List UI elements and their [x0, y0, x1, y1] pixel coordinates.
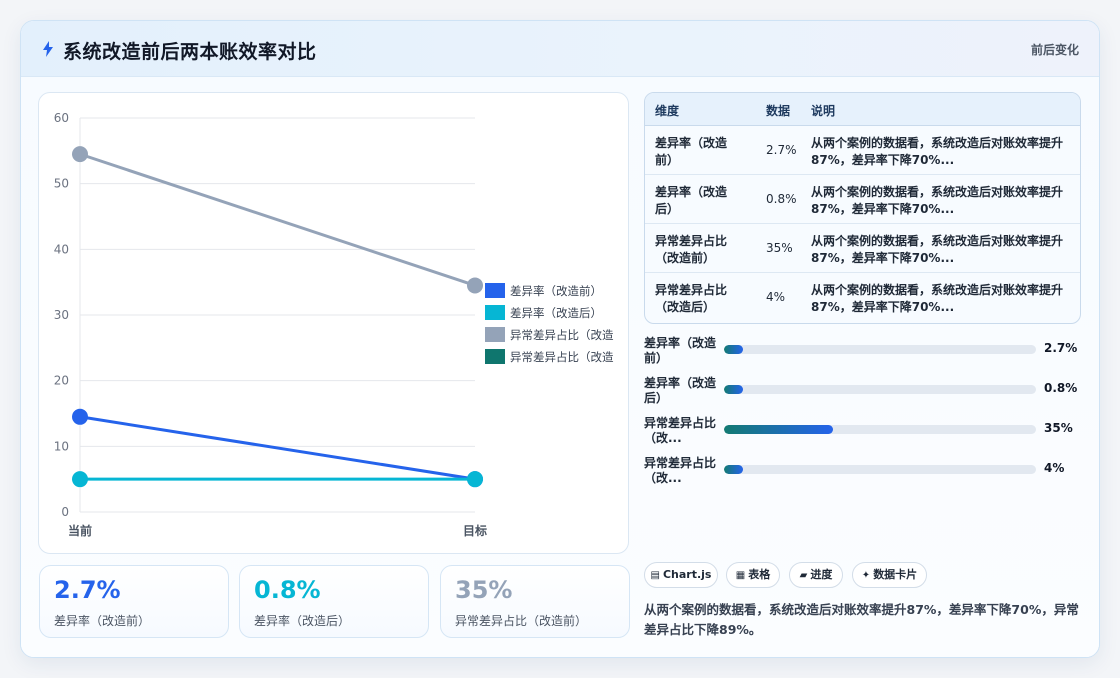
progress-fill [724, 385, 743, 394]
y-tick-label: 10 [54, 439, 69, 453]
row-dimension: 异常差异占比（改造前） [655, 234, 728, 265]
y-tick-label: 0 [61, 505, 69, 519]
table-header-dimension: 维度 [655, 104, 680, 118]
table-header-value: 数据 [766, 104, 791, 118]
summary-note: 从两个案例的数据看，系统改造后对账效率提升87%，差异率下降70%，异常差异占比… [644, 602, 1079, 637]
progress-label: 异常差异占比（改... [644, 416, 717, 445]
table-icon: ▦ [735, 570, 746, 581]
card-header: 系统改造前后两本账效率对比 前后变化 [21, 21, 1099, 77]
x-tick-label: 当前 [68, 523, 92, 538]
legend-swatch [485, 283, 505, 298]
row-description: 从两个案例的数据看，系统改造后对账效率提升87%，差异率下降70%... [811, 185, 1064, 216]
progress-value: 2.7% [1044, 341, 1078, 355]
lightning-icon [43, 41, 53, 57]
legend-swatch [485, 305, 505, 320]
chip-label: 进度 [810, 568, 833, 581]
table-header-description: 说明 [811, 104, 836, 118]
row-description: 从两个案例的数据看，系统改造后对账效率提升87%，差异率下降70%... [811, 283, 1064, 314]
data-point [72, 408, 88, 425]
progress-fill [724, 345, 743, 354]
table-row: 异常差异占比（改造后） 4% 从两个案例的数据看，系统改造后对账效率提升87%，… [645, 273, 1080, 322]
progress-label: 差异率（改造后） [644, 376, 717, 405]
data-point [467, 277, 483, 294]
progress-label: 差异率（改造前） [644, 336, 717, 365]
data-table: 维度 数据 说明 差异率（改造前） 2.7% 从两个案例的数据看，系统改造后对账… [644, 92, 1081, 324]
table-row: 差异率（改造后） 0.8% 从两个案例的数据看，系统改造后对账效率提升87%，差… [645, 175, 1080, 224]
progress-fill [724, 425, 834, 434]
y-tick-label: 30 [54, 308, 69, 322]
kpi-value: 0.8% [254, 576, 321, 604]
progress-label: 异常差异占比（改... [644, 456, 717, 485]
row-dimension: 差异率（改造后） [655, 185, 728, 216]
y-tick-label: 40 [54, 242, 69, 256]
kpi-label: 差异率（改造后） [254, 614, 351, 628]
y-tick-label: 50 [54, 177, 69, 191]
legend-label: 异常差异占比（改造 [510, 350, 614, 364]
table-row: 差异率（改造前） 2.7% 从两个案例的数据看，系统改造后对账效率提升87%，差… [645, 126, 1080, 175]
row-description: 从两个案例的数据看，系统改造后对账效率提升87%，差异率下降70%... [811, 136, 1064, 167]
row-dimension: 差异率（改造前） [655, 136, 728, 167]
x-tick-label: 目标 [463, 523, 487, 538]
progress-value: 35% [1044, 421, 1073, 435]
progress-value: 4% [1044, 461, 1065, 475]
table-row: 异常差异占比（改造前） 35% 从两个案例的数据看，系统改造后对账效率提升87%… [645, 224, 1080, 273]
chart-icon: ▤ [650, 570, 660, 581]
progress-track [724, 425, 1036, 434]
data-point [467, 471, 483, 488]
progress-value: 0.8% [1044, 381, 1078, 395]
table-header: 维度 数据 说明 [645, 93, 1080, 126]
line-chart: 0 10 20 30 40 50 60 当前 目标 差异率（改造前） 差异率（改造后） 异常差异占比（… [54, 111, 614, 538]
row-value: 4% [766, 290, 786, 304]
progress-track [724, 465, 1036, 474]
progress-row: 差异率（改造前） 2.7% [644, 336, 1081, 372]
chip-label: 数据卡片 [873, 568, 918, 581]
kpi-value: 2.7% [54, 576, 121, 604]
progress-icon: ▰ [799, 570, 808, 581]
chip-label: 表格 [748, 568, 771, 581]
legend-swatch [485, 349, 505, 364]
page-title: 系统改造前后两本账效率对比 [63, 41, 317, 63]
kpi-label: 异常差异占比（改造前） [455, 614, 588, 628]
line-chart-panel: 0 10 20 30 40 50 60 当前 目标 差异率（改造前） 差异率（改造后） 异常差异占比（… [38, 92, 629, 554]
progress-track [724, 385, 1036, 394]
progress-row: 异常差异占比（改... 35% [644, 416, 1081, 452]
row-dimension: 异常差异占比（改造后） [655, 283, 728, 314]
kpi-label: 差异率（改造前） [54, 614, 151, 628]
chip-data-cards[interactable]: ✦ 数据卡片 [852, 562, 927, 588]
row-value: 0.8% [766, 192, 797, 206]
legend-label: 差异率（改造前） [510, 284, 602, 298]
y-tick-label: 20 [54, 374, 69, 388]
progress-row: 异常差异占比（改... 4% [644, 456, 1081, 492]
row-description: 从两个案例的数据看，系统改造后对账效率提升87%，差异率下降70%... [811, 234, 1064, 265]
legend-label: 异常差异占比（改造 [510, 328, 614, 342]
row-value: 35% [766, 241, 793, 255]
kpi-card: 35% 异常差异占比（改造前） [440, 565, 630, 638]
data-point [72, 146, 88, 163]
chip-progress[interactable]: ▰ 进度 [789, 562, 843, 588]
chip-label: Chart.js [662, 568, 712, 581]
progress-track [724, 345, 1036, 354]
change-badge[interactable]: 前后变化 [1030, 43, 1079, 57]
kpi-card: 2.7% 差异率（改造前） [39, 565, 229, 638]
legend-label: 差异率（改造后） [510, 306, 602, 320]
row-value: 2.7% [766, 143, 797, 157]
series-line [79, 415, 476, 481]
kpi-value: 35% [455, 576, 513, 604]
legend-swatch [485, 327, 505, 342]
series-line [79, 152, 476, 287]
sparkle-icon: ✦ [861, 570, 871, 581]
data-point [72, 471, 88, 488]
kpi-card: 0.8% 差异率（改造后） [239, 565, 429, 638]
progress-fill [724, 465, 743, 474]
chip-chartjs[interactable]: ▤ Chart.js [644, 562, 718, 588]
progress-row: 差异率（改造后） 0.8% [644, 376, 1081, 412]
y-tick-label: 60 [54, 111, 69, 125]
chip-table[interactable]: ▦ 表格 [726, 562, 780, 588]
